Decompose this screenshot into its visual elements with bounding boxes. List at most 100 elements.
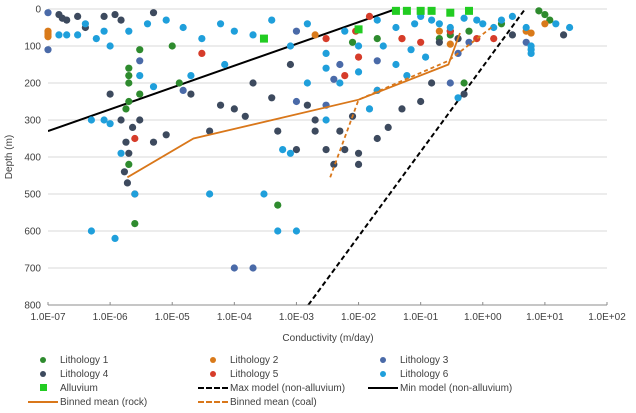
x-tick-label: 1.0E-07 [30, 312, 65, 323]
alluvium-point [259, 34, 268, 43]
x-axis-title: Conductivity (m/day) [282, 333, 373, 344]
lith6-point [55, 31, 63, 39]
lith6-point [136, 72, 144, 80]
legend-item-alluvium: Alluvium [30, 381, 98, 395]
min-model-legend-symbol [368, 381, 398, 395]
lith4-point [384, 123, 392, 131]
lith6-point [106, 42, 114, 50]
lith1-point [175, 79, 183, 87]
lith4-point [322, 146, 330, 154]
lith6-point [379, 42, 387, 50]
lith3-point [230, 264, 238, 272]
lith6-point [125, 27, 133, 35]
lith6-point [354, 68, 363, 76]
lith4-point [123, 179, 132, 187]
alluvium-point [391, 6, 400, 15]
lith6-point [454, 94, 462, 102]
lith1-point [125, 72, 133, 80]
lith1-point [373, 35, 381, 43]
lith6-point [421, 53, 430, 61]
lith4-legend-symbol [30, 367, 58, 381]
lith3-point [446, 79, 454, 87]
lith1-point [131, 220, 139, 228]
lith1-point [136, 90, 144, 98]
lith6-point [354, 42, 363, 50]
lith1-point [546, 16, 554, 24]
legend-item-lith6: Lithology 6 [370, 367, 448, 381]
lith6-point [508, 12, 517, 20]
lith6-point [87, 116, 96, 124]
lith2-point [435, 27, 443, 35]
lith3-point [44, 46, 52, 54]
lith4-point [292, 146, 301, 154]
legend-label: Max model (non-alluvium) [230, 382, 346, 394]
x-tick-label: 1.0E+00 [464, 312, 502, 323]
x-tick-label: 1.0E-01 [403, 312, 438, 323]
lith4-point [122, 138, 130, 146]
lith4-point [249, 79, 257, 87]
y-tick-label: 500 [24, 190, 41, 201]
lith3-point [292, 27, 301, 35]
lith1-point [348, 38, 357, 46]
y-tick-label: 400 [24, 153, 41, 164]
legend-label: Lithology 5 [230, 368, 279, 380]
lith4-point [460, 90, 468, 98]
lith4-point [136, 116, 144, 124]
lith6-point [292, 227, 301, 235]
lith4-point [286, 60, 295, 69]
lith2-point [44, 33, 52, 41]
lith1-point [460, 79, 468, 87]
lith1-point [465, 27, 473, 35]
legend-label: Lithology 2 [230, 354, 279, 366]
lith4-point [354, 149, 363, 157]
lith6-point [552, 20, 560, 28]
lith1-point [136, 46, 144, 54]
lith6-point [322, 116, 330, 124]
legend-item-lith2: Lithology 2 [200, 353, 278, 367]
lith4-point [268, 94, 276, 102]
lith4-point [128, 123, 137, 131]
alluvium-point [446, 8, 455, 17]
lith6-point [279, 146, 287, 154]
lith5-point [417, 38, 425, 46]
lith1-legend-symbol [30, 353, 58, 367]
legend-item-binned-coal: Binned mean (coal) [198, 395, 317, 409]
lith4-point [373, 134, 381, 143]
lith6-point [249, 31, 257, 39]
lith6-point [63, 31, 71, 39]
lith4-point [508, 31, 517, 39]
lith1-point [125, 160, 133, 168]
lith6-point [81, 20, 89, 28]
lith2-legend-symbol [200, 353, 228, 367]
lith4-point [149, 138, 158, 146]
lith4-point [428, 79, 436, 87]
lith6-point [206, 190, 214, 198]
lith6-point [221, 60, 229, 69]
lith6-point [74, 31, 82, 39]
lith1-point [125, 79, 133, 87]
lith5-point [354, 53, 363, 61]
lith2-point [541, 20, 549, 28]
legend-label: Lithology 6 [400, 368, 449, 380]
lith6-point [216, 20, 225, 28]
legend-item-lith5: Lithology 5 [200, 367, 278, 381]
lith6-point [143, 20, 152, 28]
lith4-point [398, 105, 406, 113]
lith4-point [216, 101, 225, 109]
x-tick-label: 1.0E-06 [93, 312, 128, 323]
lith6-point [336, 79, 344, 87]
lith2-point [527, 29, 535, 37]
lith6-point [303, 20, 311, 28]
lith3-point [373, 57, 381, 65]
lith3-point [292, 97, 301, 106]
legend-item-min-model: Min model (non-alluvium) [368, 381, 513, 395]
lith6-point [179, 23, 187, 32]
legend-label: Min model (non-alluvium) [400, 382, 513, 394]
y-tick-label: 700 [24, 264, 41, 275]
lith4-point [435, 38, 443, 46]
lith6-point [490, 23, 498, 32]
y-tick-label: 600 [24, 227, 41, 238]
lith1-point [535, 7, 543, 15]
legend-item-lith1: Lithology 1 [30, 353, 108, 367]
